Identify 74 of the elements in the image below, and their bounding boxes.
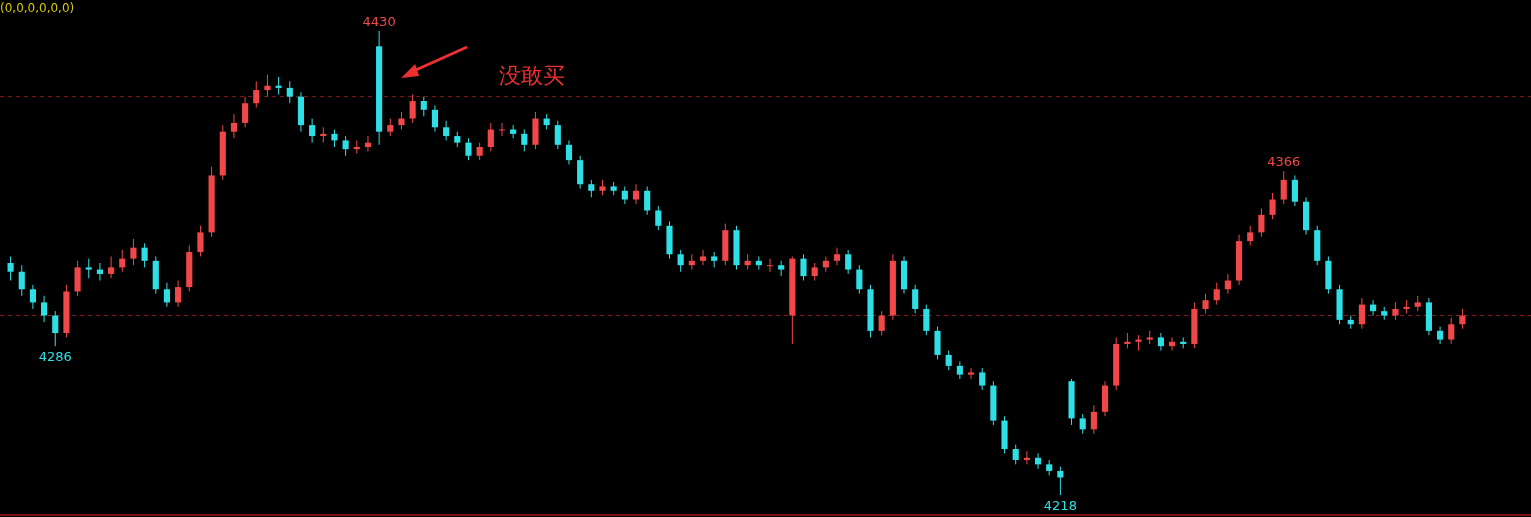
- candlestick: [465, 137, 472, 161]
- candlestick: [353, 139, 360, 155]
- candlestick: [1280, 170, 1287, 205]
- candlestick: [309, 118, 316, 144]
- candlestick: [1135, 334, 1142, 352]
- candlestick: [845, 249, 852, 275]
- candlestick: [342, 135, 349, 157]
- candlestick: [85, 258, 92, 279]
- candlestick: [108, 255, 115, 279]
- candlestick: [967, 367, 975, 380]
- candlestick: [677, 249, 684, 273]
- candlestick: [1023, 450, 1030, 465]
- annotation: 没敢买: [499, 63, 566, 88]
- candlestick: [565, 139, 573, 166]
- candlestick: [856, 264, 863, 295]
- candlestick: [521, 128, 528, 152]
- candlestick: [1090, 404, 1097, 435]
- candlestick: [878, 310, 885, 336]
- candlestick: [1213, 282, 1220, 306]
- candlestick: [286, 80, 293, 104]
- candlestick: [699, 249, 707, 266]
- candlestick: [554, 120, 561, 150]
- candlestick: [41, 295, 48, 323]
- annotation: 4218: [1043, 498, 1077, 513]
- candlestick: [800, 253, 807, 282]
- candlestick: [242, 96, 249, 128]
- candlestick: [1202, 293, 1209, 314]
- candlestick: [1034, 452, 1042, 470]
- candlestick: [431, 104, 439, 133]
- candlestick: [29, 284, 36, 310]
- annotation: 4286: [38, 349, 72, 365]
- candlestick: [1291, 174, 1298, 207]
- candlestick: [175, 280, 182, 308]
- candlestick: [1079, 413, 1086, 435]
- candlestick: [18, 264, 25, 297]
- candlestick: [766, 258, 774, 273]
- candlestick: [141, 242, 148, 268]
- candlestick: [1012, 444, 1019, 465]
- candlestick: [510, 124, 517, 139]
- candlestick: [498, 122, 506, 137]
- candlestick: [644, 185, 651, 216]
- candlestick: [420, 96, 427, 117]
- candlestick: [130, 238, 137, 266]
- candlestick: [1437, 325, 1444, 345]
- candlestick: [1269, 192, 1276, 220]
- candlestick: [655, 205, 662, 231]
- candlestick: [956, 360, 963, 380]
- candlestick: [1370, 299, 1377, 317]
- candlestick: [1358, 297, 1365, 330]
- annotation: 4430: [362, 14, 396, 29]
- candlestick: [1448, 317, 1455, 345]
- candlestick: [632, 183, 640, 205]
- candlestick: [443, 120, 450, 141]
- candlestick: [7, 255, 14, 282]
- candlestick: [833, 247, 841, 266]
- candlestick: [945, 350, 952, 371]
- candlestick: [197, 225, 204, 257]
- candlestick: [1258, 207, 1265, 238]
- candlestick: [264, 74, 271, 98]
- candlestick: [487, 122, 494, 152]
- text: (0,0,0,0,0,0): [0, 1, 75, 15]
- candlestick: [320, 126, 327, 144]
- candlestick: [52, 310, 59, 347]
- candlestick: [1247, 225, 1254, 246]
- candlestick: [163, 282, 171, 308]
- candlestick: [1157, 332, 1164, 352]
- candlestick: [253, 80, 260, 109]
- candlestick: [230, 113, 238, 139]
- candlestick: [1057, 466, 1064, 496]
- candlestick: [912, 284, 919, 314]
- candlestick: [409, 93, 416, 124]
- candlestick: [923, 304, 930, 336]
- candlestick: [979, 367, 986, 391]
- annotation: 4366: [1267, 154, 1301, 170]
